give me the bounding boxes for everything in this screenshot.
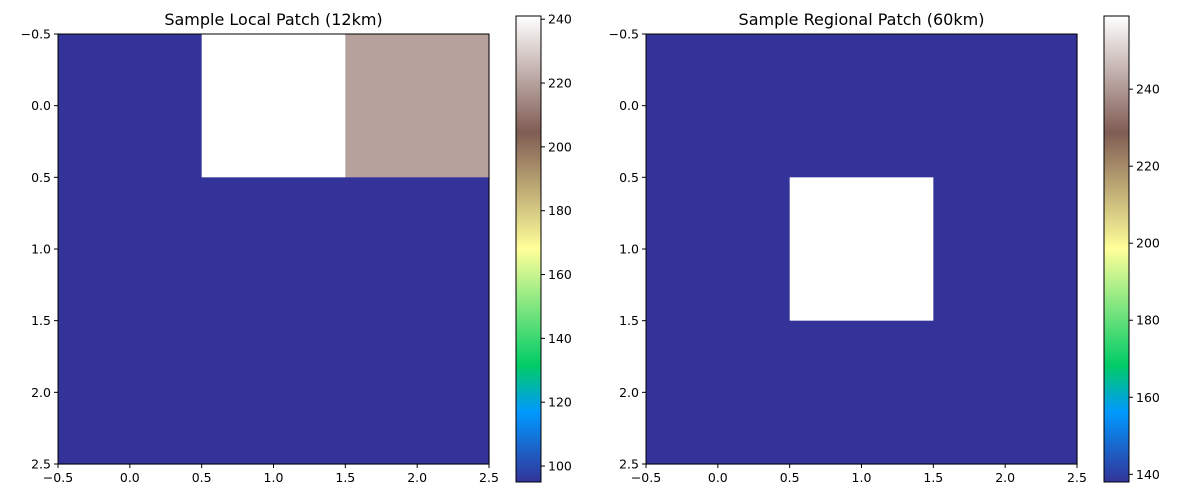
y-tick-label: 1.5 [31,313,51,328]
heatmap-cell [201,34,346,178]
y-tick-label: 0.0 [619,98,639,113]
colorbar-tick-label: 180 [1136,313,1160,328]
y-tick-label: −0.5 [21,27,51,42]
x-tick-label: 0.5 [192,470,212,485]
colorbar-tick-label: 100 [548,459,572,474]
y-tick-label: 1.5 [619,313,639,328]
axis-ticks-regional: −0.5 0.0 0.5 1.0 1.5 2.0 2.5−0.50.00.51.01.52.… [609,27,1087,486]
colorbar-ticks-regional: 140 160 180 200 220 240 [1129,82,1160,482]
heatmap-cell [789,34,934,178]
colorbar-tick-label: 240 [548,12,572,27]
x-tick-label: 0.0 [120,470,140,485]
heatmap-cell [58,177,203,322]
x-tick-label: −0.5 [631,470,661,485]
heatmap-cell [201,320,346,465]
heatmap-cell [345,320,490,465]
heatmap-cells-local [58,34,490,465]
x-tick-label: −0.5 [43,470,73,485]
colorbar-tick-label: 200 [548,139,572,154]
y-tick-label: 2.5 [619,457,639,472]
chart-title-local: Sample Local Patch (12km) [164,10,382,29]
heatmap-cell [789,177,934,322]
colorbar-tick-label: 160 [548,267,572,282]
colorbar-tick-label: 200 [1136,236,1160,251]
panel-local: Sample Local Patch (12km) −0.5 0.0 0.5 1.0 1… [21,10,572,485]
heatmap-cell [646,320,791,465]
colorbar-tick-label: 160 [1136,390,1160,405]
y-tick-label: 2.5 [31,457,51,472]
heatmap-cell [201,177,346,322]
colorbar-tick-label: 140 [1136,467,1160,482]
heatmap-cell [933,34,1078,178]
y-tick-label: −0.5 [609,27,639,42]
heatmap-cell [345,34,490,178]
chart-title-regional: Sample Regional Patch (60km) [739,10,985,29]
x-tick-label: 2.5 [1067,470,1087,485]
colorbar-tick-label: 220 [548,76,572,91]
heatmap-cell [646,177,791,322]
heatmap-cell [933,177,1078,322]
panel-regional: Sample Regional Patch (60km) −0.5 0.0 0.5 1… [609,10,1160,485]
colorbar-tick-label: 120 [548,395,572,410]
x-tick-label: 0.5 [780,470,800,485]
x-tick-label: 2.0 [995,470,1015,485]
colorbar-ticks-local: 100 120 140 160 180 200 220 240 [541,12,572,474]
y-tick-label: 1.0 [31,242,51,257]
x-tick-label: 1.0 [264,470,284,485]
colorbar-tick-label: 240 [1136,82,1160,97]
heatmap-cell [58,34,203,178]
heatmap-cell [345,177,490,322]
heatmap-cell [646,34,791,178]
x-tick-label: 1.5 [335,470,355,485]
heatmap-cell [58,320,203,465]
colorbar-local [515,15,542,483]
heatmap-cell [933,320,1078,465]
x-tick-label: 1.5 [923,470,943,485]
y-tick-label: 2.0 [619,385,639,400]
y-tick-label: 2.0 [31,385,51,400]
x-tick-label: 2.0 [407,470,427,485]
x-tick-label: 1.0 [852,470,872,485]
x-tick-label: 2.5 [479,470,499,485]
colorbar-tick-label: 140 [548,331,572,346]
y-tick-label: 0.5 [31,170,51,185]
heatmap-cell [789,320,934,465]
y-tick-label: 0.0 [31,98,51,113]
y-tick-label: 0.5 [619,170,639,185]
colorbar-tick-label: 220 [1136,159,1160,174]
heatmap-cells-regional [646,34,1078,465]
colorbar-regional [1103,15,1130,483]
x-tick-label: 0.0 [708,470,728,485]
y-tick-label: 1.0 [619,242,639,257]
colorbar-tick-label: 180 [548,203,572,218]
axis-ticks-local: −0.5 0.0 0.5 1.0 1.5 2.0 2.5−0.50.00.51.01.52.… [21,27,499,486]
